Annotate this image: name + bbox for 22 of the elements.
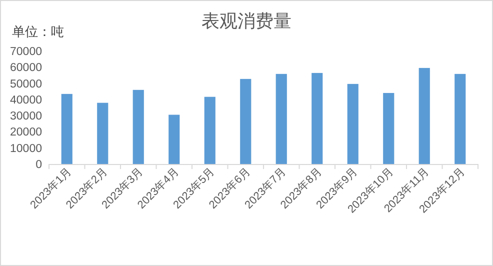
bar — [97, 102, 108, 164]
bar — [132, 90, 144, 164]
y-tick-label: 0 — [36, 159, 42, 171]
bar — [312, 72, 323, 164]
bar — [383, 92, 394, 164]
bar — [347, 84, 358, 164]
y-axis-title: 单位：吨 — [12, 24, 64, 39]
y-tick-label: 50000 — [10, 78, 42, 90]
bar — [204, 96, 216, 164]
y-tick-label: 40000 — [10, 94, 42, 106]
bar — [168, 114, 180, 164]
bar — [418, 68, 430, 164]
y-tick-label: 60000 — [10, 62, 42, 74]
y-tick-label: 20000 — [10, 126, 42, 139]
chart-title: 表观消费量 — [202, 11, 292, 31]
y-tick-label: 10000 — [10, 142, 42, 155]
bar — [276, 74, 287, 164]
y-tick-label: 30000 — [10, 110, 42, 123]
y-tick-label: 70000 — [10, 46, 42, 58]
bar — [61, 94, 72, 164]
bar — [240, 78, 252, 164]
bar — [454, 74, 466, 164]
